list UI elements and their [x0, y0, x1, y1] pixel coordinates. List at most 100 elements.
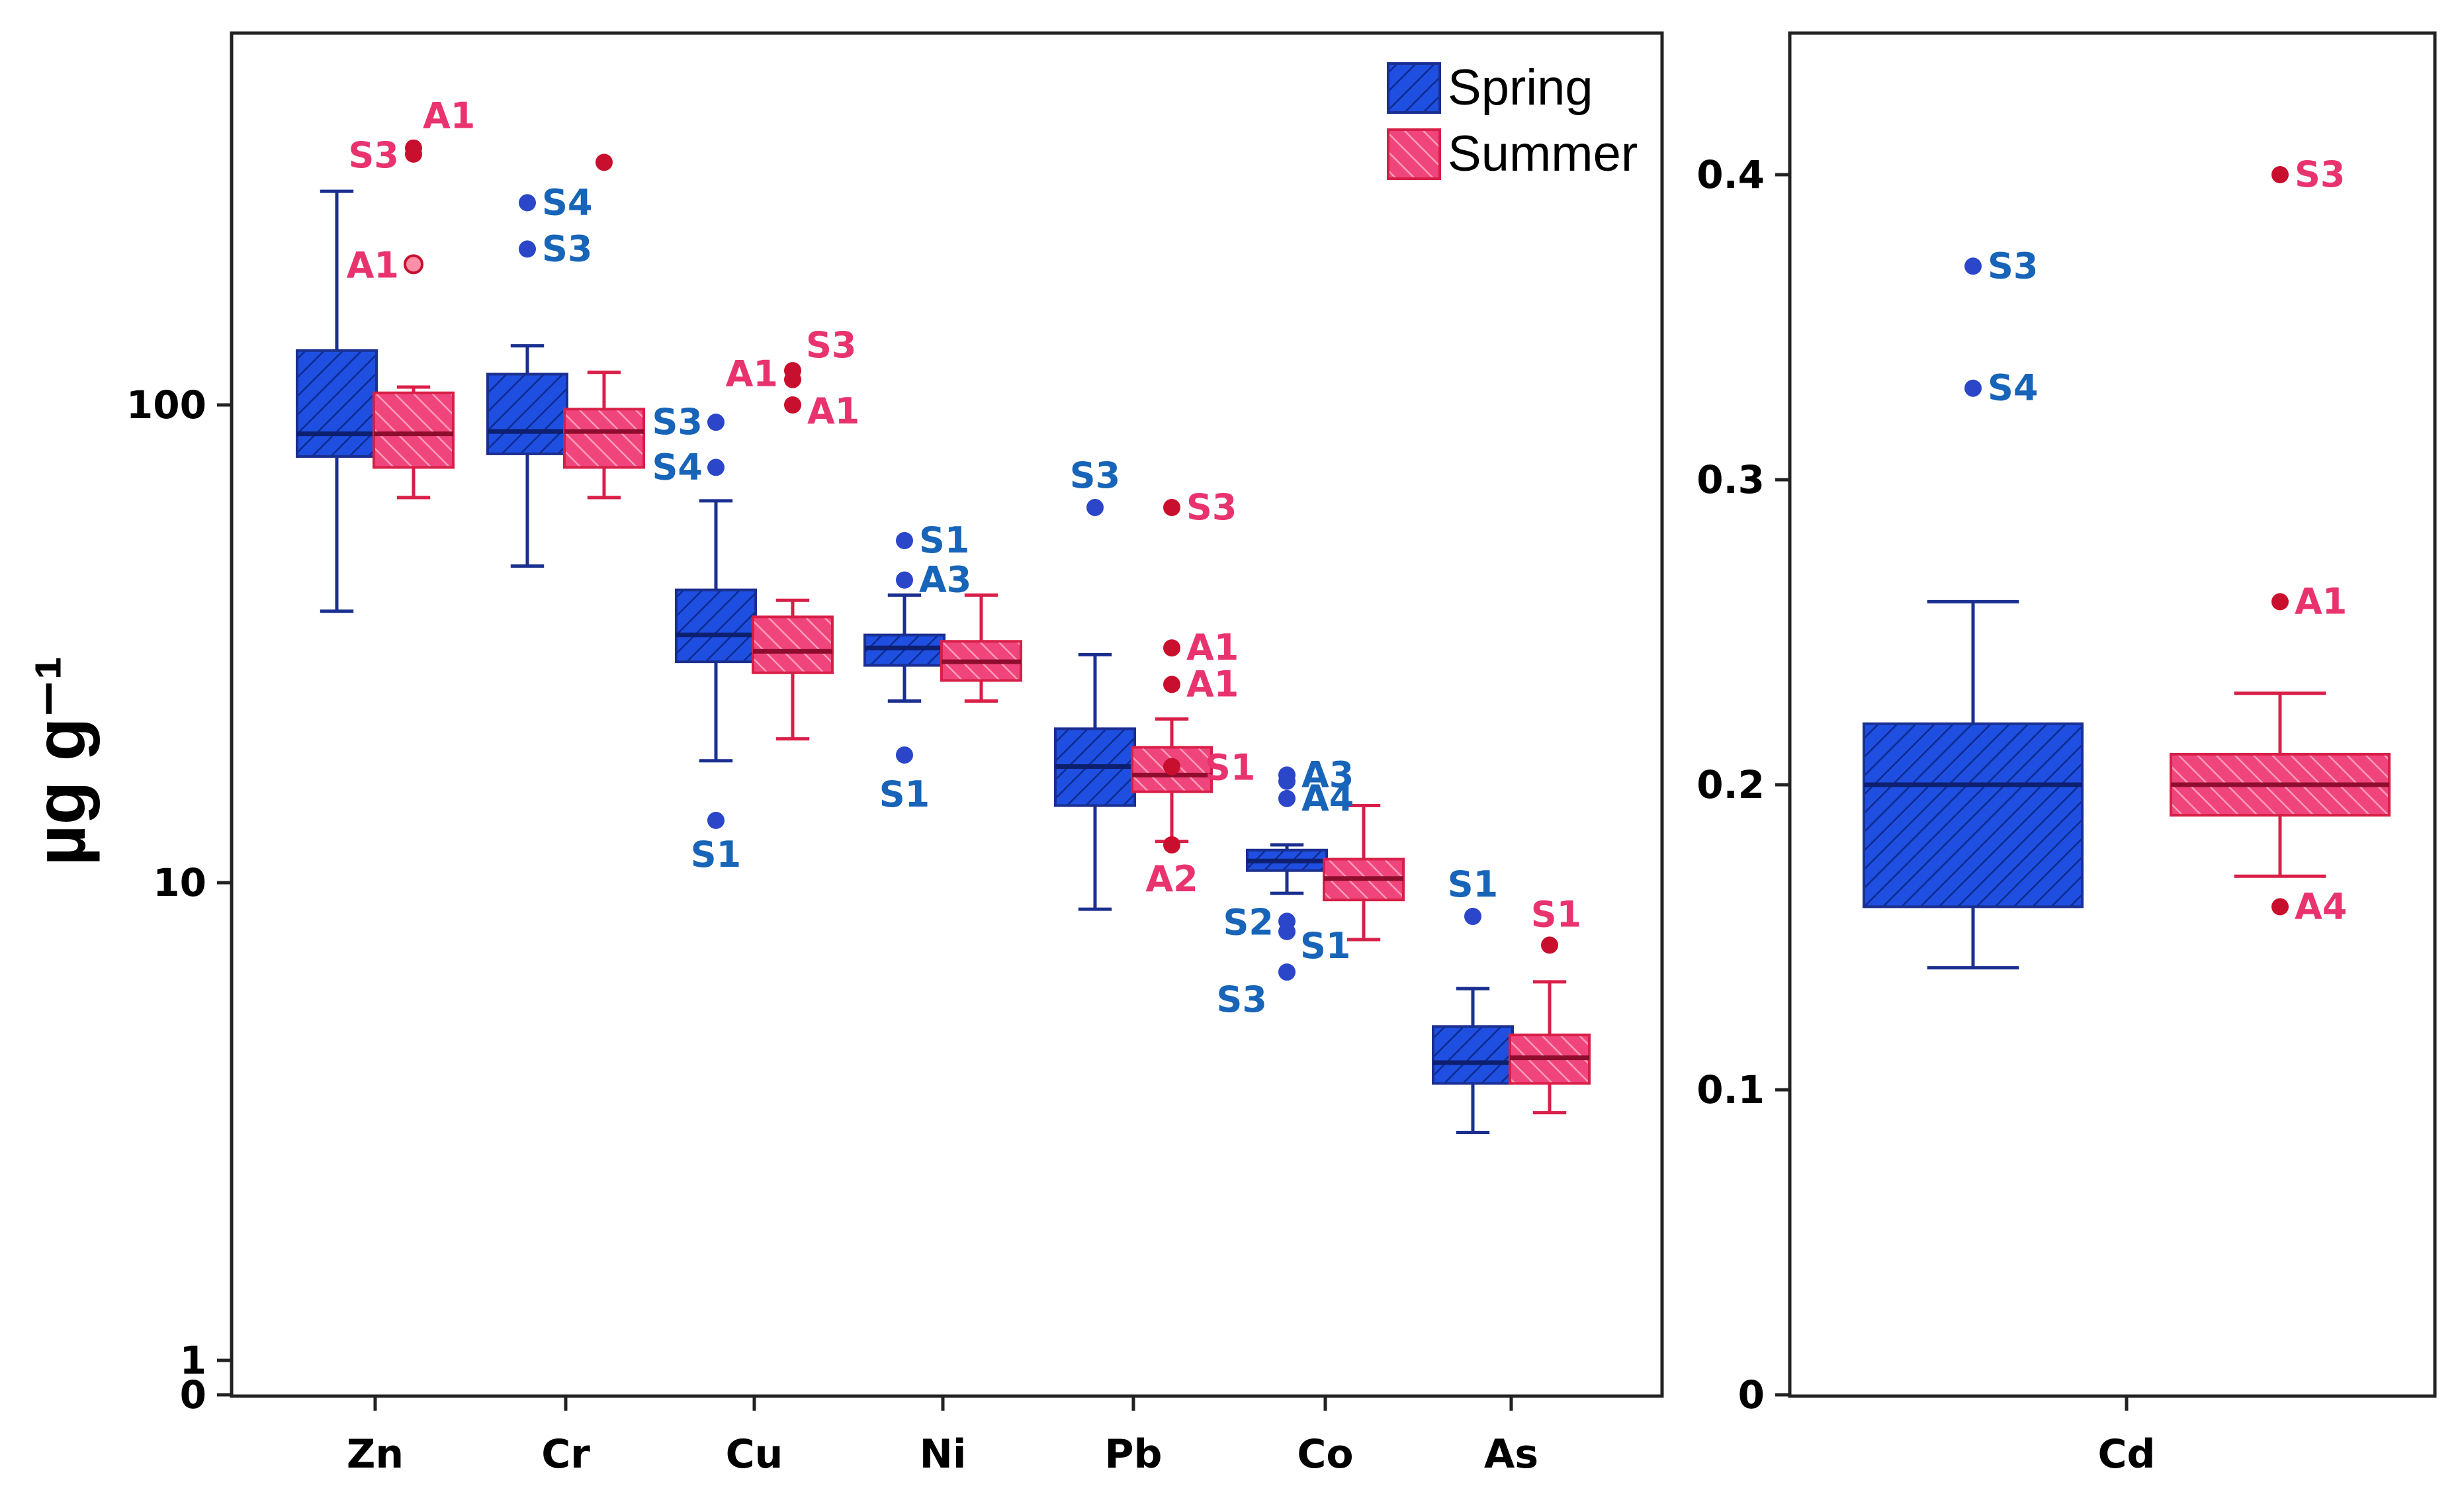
outlier-point [1278, 963, 1296, 981]
box-iqr [563, 408, 645, 469]
outlier-point [1163, 498, 1180, 516]
x-category-label: Co [1297, 1431, 1353, 1478]
outlier-label: A3 [919, 559, 971, 601]
outlier-label: S4 [652, 446, 703, 488]
box-summer-as [1509, 980, 1591, 1115]
outlier-label: S1 [1205, 747, 1255, 789]
right-panel-frame [1788, 31, 2437, 1398]
outlier-label: A3 [1301, 754, 1354, 795]
outlier-point [1278, 772, 1296, 790]
outlier-point [707, 811, 725, 829]
box-iqr [486, 373, 568, 455]
x-category-label: Pb [1105, 1431, 1163, 1478]
outlier-point [707, 414, 725, 431]
outlier-point [1163, 758, 1180, 775]
y-tick-label: 0 [180, 1372, 206, 1417]
box-iqr [675, 588, 757, 664]
outlier-point [1278, 789, 1296, 807]
outlier-label: S1 [1531, 893, 1581, 935]
y-tick-label: 0.2 [1696, 762, 1765, 807]
outlier-label: S1 [919, 519, 969, 561]
outlier-point [2271, 593, 2289, 611]
box-summer-cu [752, 598, 834, 741]
box-spring-pb [1054, 653, 1136, 911]
legend: Spring Summer [1387, 60, 1638, 182]
outlier-label: A4 [2295, 885, 2347, 927]
y-axis-title: µg g⁻¹ [20, 656, 100, 865]
outlier-label: S3 [1217, 979, 1267, 1020]
outlier-point [1163, 639, 1180, 657]
y-tick-label: 1 [180, 1338, 206, 1383]
y-tick-label: 0.1 [1696, 1067, 1765, 1112]
outlier-label: S3 [349, 134, 399, 176]
outlier-label: S3 [2295, 154, 2345, 195]
box-summer-zn [373, 385, 455, 500]
box-spring-cr [486, 344, 568, 568]
outlier-label: S4 [542, 181, 592, 223]
outlier-point [1278, 922, 1296, 940]
outlier-label: A1 [347, 244, 399, 286]
legend-label-spring: Spring [1448, 60, 1593, 116]
outlier-label: A1 [1186, 627, 1239, 668]
y-tick-label: 0 [1738, 1372, 1765, 1417]
box-summer-co [1323, 803, 1405, 942]
box-spring-ni [863, 593, 946, 703]
legend-label-summer: Summer [1448, 126, 1638, 182]
outlier-point [707, 459, 725, 476]
outlier-label: S3 [542, 228, 592, 269]
outlier-point [404, 254, 423, 275]
outlier-point [896, 532, 913, 550]
outlier-point [595, 154, 613, 171]
outlier-label: A1 [1186, 663, 1239, 705]
box-iqr [1863, 722, 2084, 908]
outlier-point [2271, 166, 2289, 183]
outlier-label: S3 [1186, 486, 1237, 528]
outlier-label: S3 [652, 401, 703, 443]
box-spring-co [1246, 843, 1328, 895]
outlier-label: S3 [806, 324, 856, 366]
box-iqr [1432, 1025, 1514, 1085]
x-category-label: Ni [920, 1431, 967, 1478]
outlier-label: A1 [423, 95, 475, 137]
outlier-label: A1 [726, 353, 778, 395]
outlier-point [1086, 498, 1104, 516]
outlier-label: S1 [1448, 863, 1498, 905]
outlier-label: A1 [2295, 580, 2347, 622]
outlier-label: S1 [879, 773, 930, 815]
y-tick-label: 0.3 [1696, 457, 1765, 502]
outlier-point [519, 240, 536, 258]
box-spring-cd [1863, 599, 2084, 970]
box-spring-cu [675, 499, 757, 763]
box-iqr [296, 349, 378, 458]
x-category-label: Cu [726, 1431, 783, 1478]
box-spring-as [1432, 987, 1514, 1135]
outlier-label: S3 [1988, 245, 2038, 287]
outlier-point [784, 371, 801, 388]
outlier-point [1541, 936, 1558, 954]
outlier-point [2271, 898, 2289, 916]
legend-swatch-summer [1387, 128, 1441, 180]
x-category-label: Zn [347, 1431, 404, 1478]
outlier-label: A2 [1145, 858, 1198, 900]
outlier-point [784, 396, 801, 414]
outlier-point [1964, 257, 1982, 275]
y-tick-label: 0.4 [1696, 152, 1765, 197]
box-summer-ni [940, 593, 1022, 703]
legend-swatch-spring [1387, 62, 1441, 114]
box-summer-cd [2170, 691, 2391, 878]
outlier-label: S4 [1988, 367, 2038, 409]
outlier-label: S1 [691, 834, 741, 875]
outlier-point [1163, 676, 1180, 693]
outlier-point [1964, 379, 1982, 397]
y-tick-label: 10 [153, 860, 206, 905]
outlier-label: S1 [1300, 925, 1350, 967]
x-category-label: Cr [541, 1431, 590, 1478]
box-iqr [752, 615, 834, 674]
outlier-point [1163, 836, 1180, 854]
box-summer-cr [563, 371, 645, 500]
outlier-point [896, 746, 913, 764]
box-spring-zn [296, 189, 378, 613]
outlier-label: S2 [1223, 901, 1274, 943]
x-category-label: As [1484, 1431, 1538, 1478]
